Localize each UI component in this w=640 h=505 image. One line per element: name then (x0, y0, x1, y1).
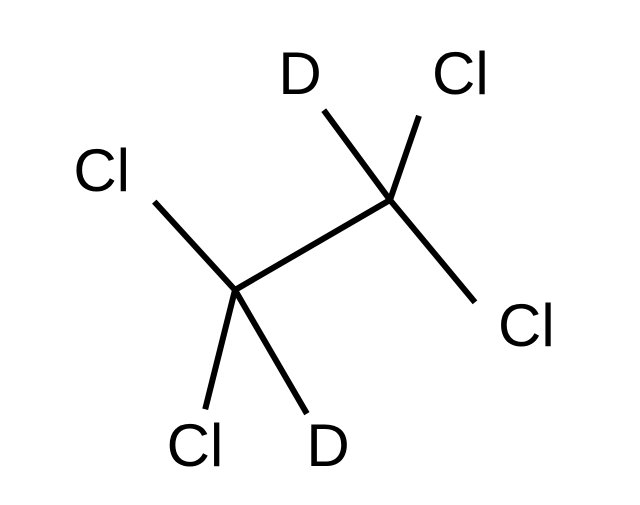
bond (390, 200, 475, 302)
molecule-diagram: Cl Cl D D Cl Cl (0, 0, 640, 505)
atom-label-Cl_right: Cl (498, 292, 555, 359)
bond (154, 202, 235, 290)
bond (205, 290, 235, 409)
atom-label-Cl_top_left: Cl (73, 137, 130, 204)
bond (324, 110, 390, 200)
bond (390, 116, 419, 200)
labels-group: Cl Cl D D Cl Cl (73, 40, 554, 479)
atom-label-Cl_top_right: Cl (432, 40, 489, 107)
atom-label-D_top: D (278, 40, 321, 107)
atom-label-D_bottom: D (306, 412, 349, 479)
bonds-group (154, 110, 475, 413)
bond (235, 290, 307, 414)
atom-label-Cl_bottom_left: Cl (167, 412, 224, 479)
bond (235, 200, 390, 290)
